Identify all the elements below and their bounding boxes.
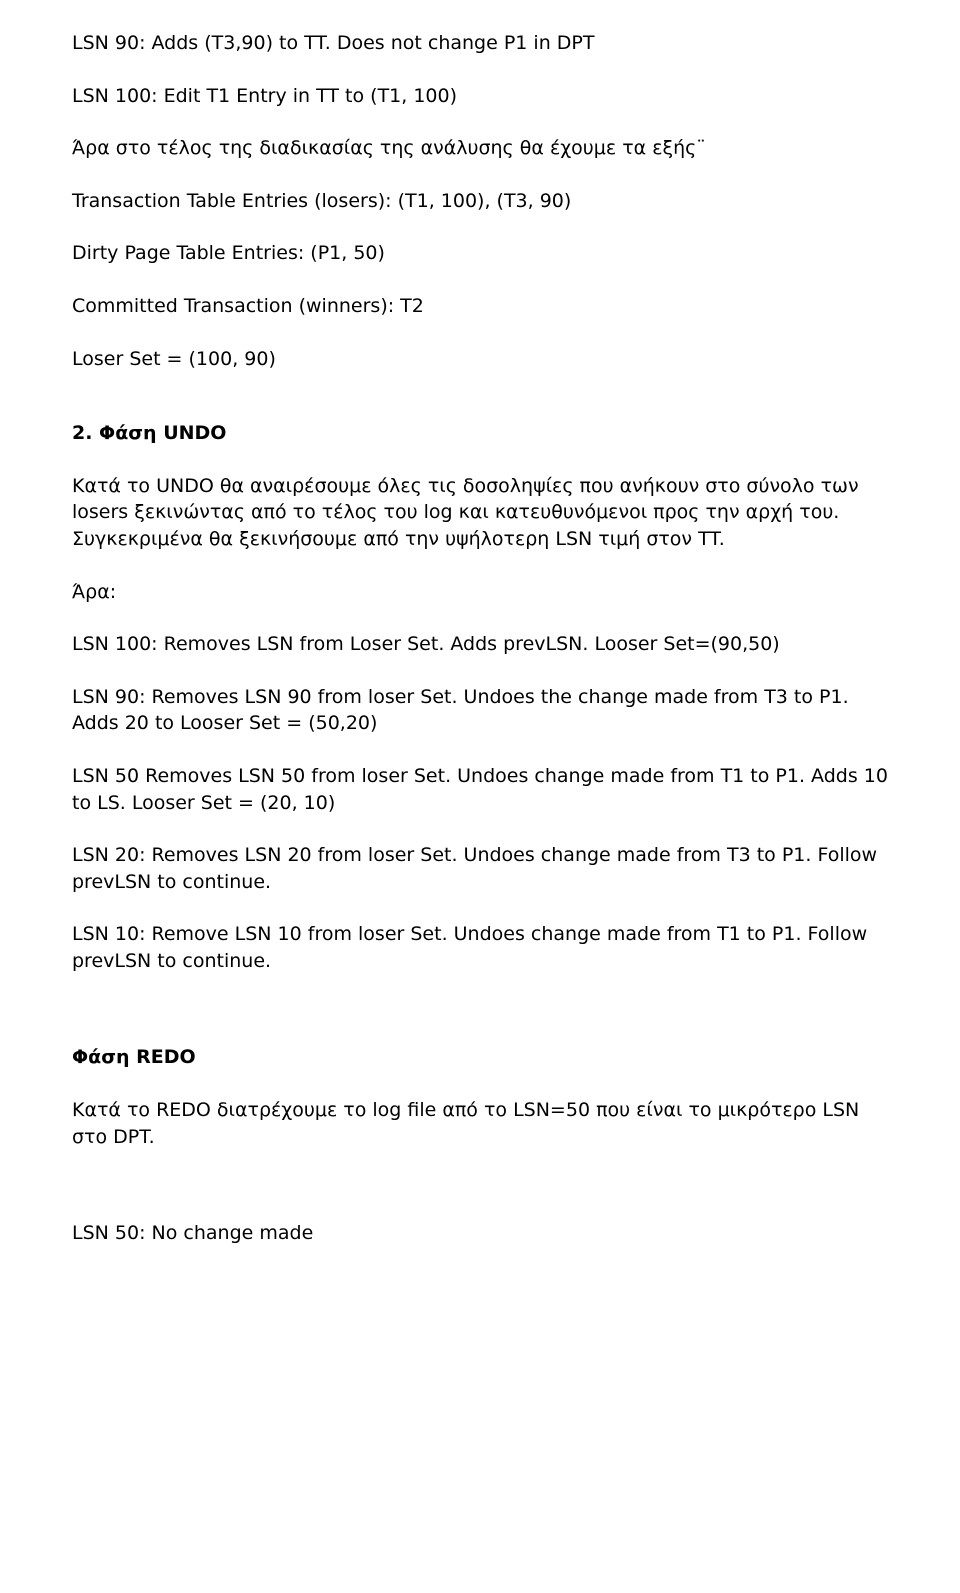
paragraph: Κατά το REDO διατρέχουμε το log file από… bbox=[72, 1097, 888, 1150]
paragraph: LSN 100: Edit T1 Entry in TT to (T1, 100… bbox=[72, 83, 888, 110]
paragraph: Dirty Page Table Entries: (P1, 50) bbox=[72, 240, 888, 267]
paragraph: Κατά το UNDO θα αναιρέσουμε όλες τις δοσ… bbox=[72, 473, 888, 553]
paragraph: LSN 50: No change made bbox=[72, 1220, 888, 1247]
paragraph: Loser Set = (100, 90) bbox=[72, 346, 888, 373]
section-heading-undo: 2. Φάση UNDO bbox=[72, 420, 888, 447]
paragraph: Άρα στο τέλος της διαδικασίας της ανάλυσ… bbox=[72, 135, 888, 162]
paragraph: Committed Transaction (winners): T2 bbox=[72, 293, 888, 320]
paragraph: Transaction Table Entries (losers): (T1,… bbox=[72, 188, 888, 215]
paragraph: Άρα: bbox=[72, 579, 888, 606]
paragraph: LSN 90: Removes LSN 90 from loser Set. U… bbox=[72, 684, 888, 737]
paragraph: LSN 50 Removes LSN 50 from loser Set. Un… bbox=[72, 763, 888, 816]
document-page: LSN 90: Adds (T3,90) to TT. Does not cha… bbox=[0, 0, 960, 1593]
section-heading-redo: Φάση REDO bbox=[72, 1044, 888, 1071]
paragraph: LSN 20: Removes LSN 20 from loser Set. U… bbox=[72, 842, 888, 895]
paragraph: LSN 10: Remove LSN 10 from loser Set. Un… bbox=[72, 921, 888, 974]
paragraph: LSN 90: Adds (T3,90) to TT. Does not cha… bbox=[72, 30, 888, 57]
paragraph: LSN 100: Removes LSN from Loser Set. Add… bbox=[72, 631, 888, 658]
